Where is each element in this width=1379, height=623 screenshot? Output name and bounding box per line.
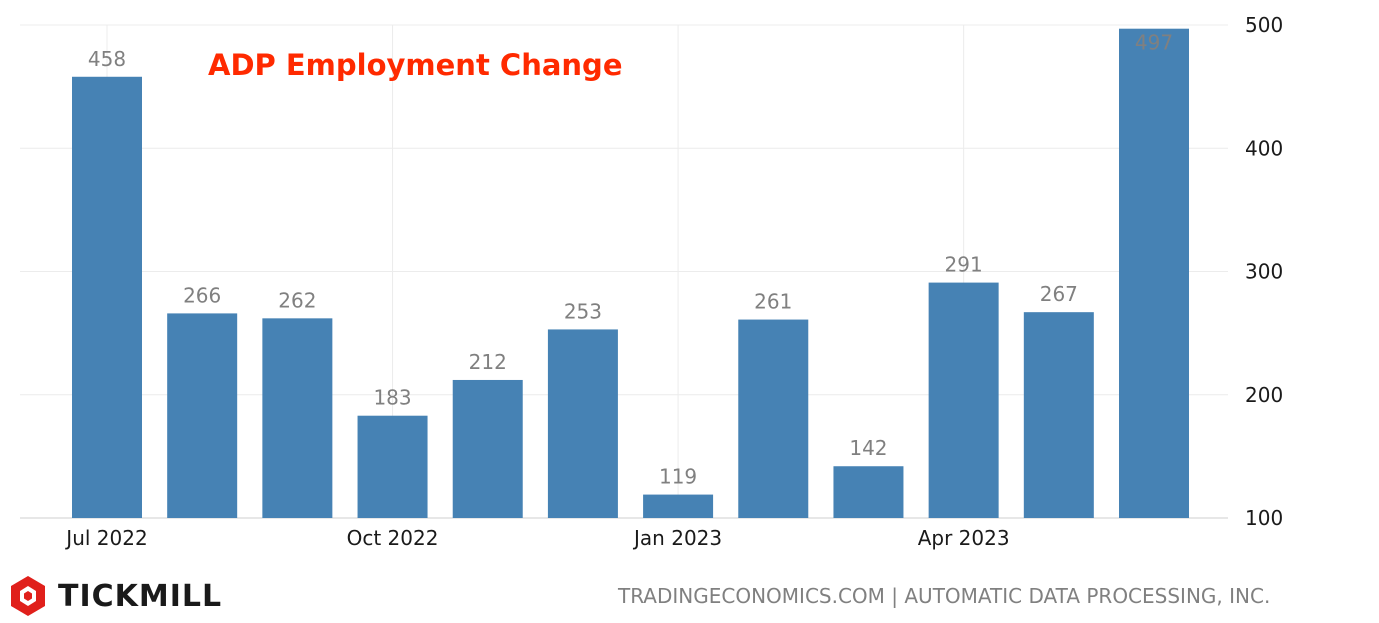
- bar: [643, 494, 714, 518]
- bar: [452, 379, 523, 518]
- data-label: 458: [88, 47, 126, 71]
- bar: [1023, 312, 1094, 518]
- logo-text: TICKMILL: [58, 578, 223, 614]
- y-tick-label: 300: [1245, 260, 1283, 284]
- x-tick-label: Jan 2023: [632, 526, 722, 550]
- tickmill-logo: TICKMILL: [8, 574, 222, 618]
- data-label: 267: [1040, 282, 1078, 306]
- data-label: 253: [564, 299, 602, 323]
- bar: [72, 76, 142, 518]
- bars: [72, 28, 1189, 518]
- bar: [262, 318, 333, 518]
- x-tick-label: Oct 2022: [347, 526, 439, 550]
- bar: [357, 415, 428, 518]
- data-label: 183: [373, 386, 411, 410]
- data-label: 262: [278, 288, 316, 312]
- bar: [167, 313, 238, 518]
- data-label: 261: [754, 290, 792, 314]
- bar: [547, 329, 618, 518]
- data-label: 291: [945, 253, 983, 277]
- bar: [928, 282, 999, 518]
- data-label: 119: [659, 465, 697, 489]
- y-tick-label: 200: [1245, 383, 1283, 407]
- y-tick-label: 500: [1245, 13, 1283, 37]
- data-label: 142: [849, 436, 887, 460]
- x-axis-ticks: Jul 2022 Oct 2022 Jan 2023 Apr 2023: [64, 526, 1009, 550]
- data-labels: 458 266 262 183 212 253 119 261 142 291 267 497: [88, 31, 1173, 489]
- y-axis-ticks: 100 200 300 400 500: [1245, 13, 1283, 530]
- chart-canvas: 458 266 262 183 212 253 119 261 142 291 267 497 100…: [20, 13, 1283, 550]
- y-tick-label: 400: [1245, 136, 1283, 160]
- tickmill-hexagon-icon: [11, 576, 45, 616]
- bar: [833, 466, 904, 518]
- source-attribution: TRADINGECONOMICS.COM | AUTOMATIC DATA PR…: [618, 584, 1271, 608]
- data-label: 497: [1135, 31, 1173, 55]
- y-tick-label: 100: [1245, 506, 1283, 530]
- chart-title: ADP Employment Change: [208, 48, 623, 82]
- x-tick-label: Apr 2023: [918, 526, 1010, 550]
- bar: [738, 319, 809, 518]
- x-tick-label: Jul 2022: [64, 526, 147, 550]
- data-label: 266: [183, 283, 221, 307]
- data-label: 212: [469, 350, 507, 374]
- bar: [1119, 28, 1189, 518]
